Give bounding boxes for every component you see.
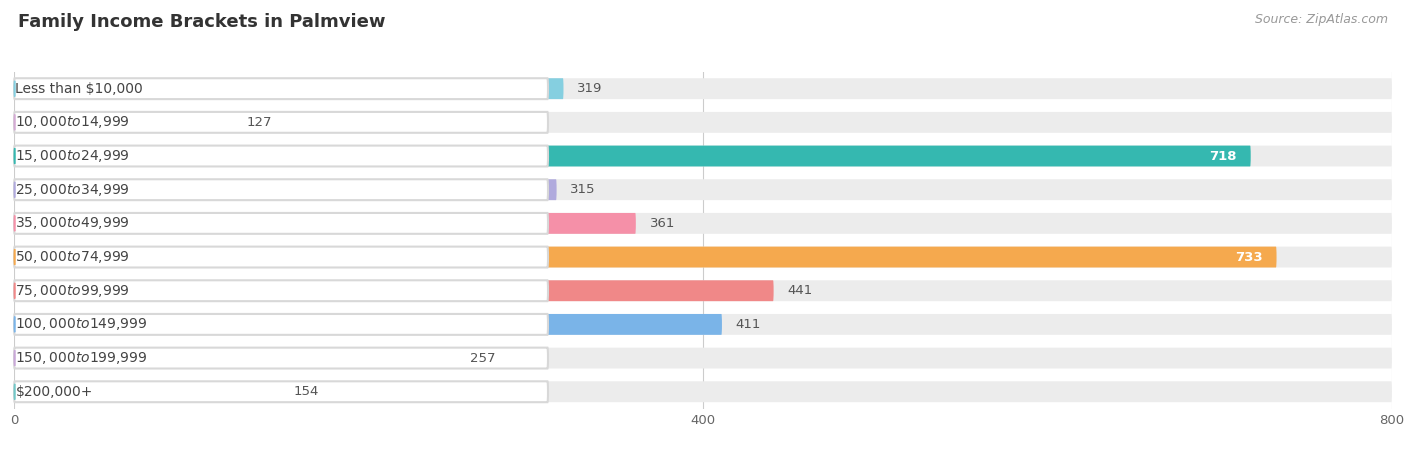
FancyBboxPatch shape — [14, 179, 557, 200]
FancyBboxPatch shape — [14, 213, 636, 234]
FancyBboxPatch shape — [14, 348, 548, 369]
FancyBboxPatch shape — [14, 314, 1392, 335]
Text: $200,000+: $200,000+ — [15, 385, 93, 399]
FancyBboxPatch shape — [14, 179, 1392, 200]
Text: Source: ZipAtlas.com: Source: ZipAtlas.com — [1254, 13, 1388, 26]
Text: 411: 411 — [735, 318, 761, 331]
FancyBboxPatch shape — [14, 213, 1392, 234]
FancyBboxPatch shape — [14, 112, 548, 133]
Text: 154: 154 — [292, 385, 318, 398]
FancyBboxPatch shape — [14, 247, 1277, 268]
Text: $15,000 to $24,999: $15,000 to $24,999 — [15, 148, 131, 164]
FancyBboxPatch shape — [14, 247, 548, 268]
FancyBboxPatch shape — [14, 145, 548, 167]
FancyBboxPatch shape — [14, 78, 548, 99]
FancyBboxPatch shape — [14, 381, 280, 402]
FancyBboxPatch shape — [14, 145, 1251, 167]
FancyBboxPatch shape — [14, 314, 721, 335]
FancyBboxPatch shape — [14, 112, 233, 133]
FancyBboxPatch shape — [14, 145, 1392, 167]
FancyBboxPatch shape — [14, 314, 548, 335]
FancyBboxPatch shape — [14, 280, 1392, 301]
FancyBboxPatch shape — [14, 280, 548, 301]
Text: $50,000 to $74,999: $50,000 to $74,999 — [15, 249, 131, 265]
Text: 319: 319 — [578, 82, 603, 95]
FancyBboxPatch shape — [14, 381, 548, 402]
FancyBboxPatch shape — [14, 112, 1392, 133]
Text: $100,000 to $149,999: $100,000 to $149,999 — [15, 317, 148, 332]
FancyBboxPatch shape — [14, 78, 1392, 99]
Text: 315: 315 — [571, 183, 596, 196]
Text: 718: 718 — [1209, 150, 1237, 163]
FancyBboxPatch shape — [14, 213, 548, 234]
FancyBboxPatch shape — [14, 179, 548, 200]
Text: $150,000 to $199,999: $150,000 to $199,999 — [15, 350, 148, 366]
FancyBboxPatch shape — [14, 348, 457, 369]
Text: 361: 361 — [650, 217, 675, 230]
Text: $75,000 to $99,999: $75,000 to $99,999 — [15, 283, 131, 299]
FancyBboxPatch shape — [14, 348, 1392, 369]
Text: 441: 441 — [787, 284, 813, 297]
Text: 127: 127 — [246, 116, 273, 129]
FancyBboxPatch shape — [14, 381, 1392, 402]
FancyBboxPatch shape — [14, 78, 564, 99]
FancyBboxPatch shape — [14, 280, 773, 301]
Text: Family Income Brackets in Palmview: Family Income Brackets in Palmview — [18, 13, 385, 31]
Text: 257: 257 — [471, 352, 496, 365]
Text: $35,000 to $49,999: $35,000 to $49,999 — [15, 216, 131, 231]
Text: Less than $10,000: Less than $10,000 — [15, 82, 143, 96]
FancyBboxPatch shape — [14, 247, 1392, 268]
Text: $25,000 to $34,999: $25,000 to $34,999 — [15, 182, 131, 198]
Text: $10,000 to $14,999: $10,000 to $14,999 — [15, 114, 131, 130]
Text: 733: 733 — [1234, 251, 1263, 264]
